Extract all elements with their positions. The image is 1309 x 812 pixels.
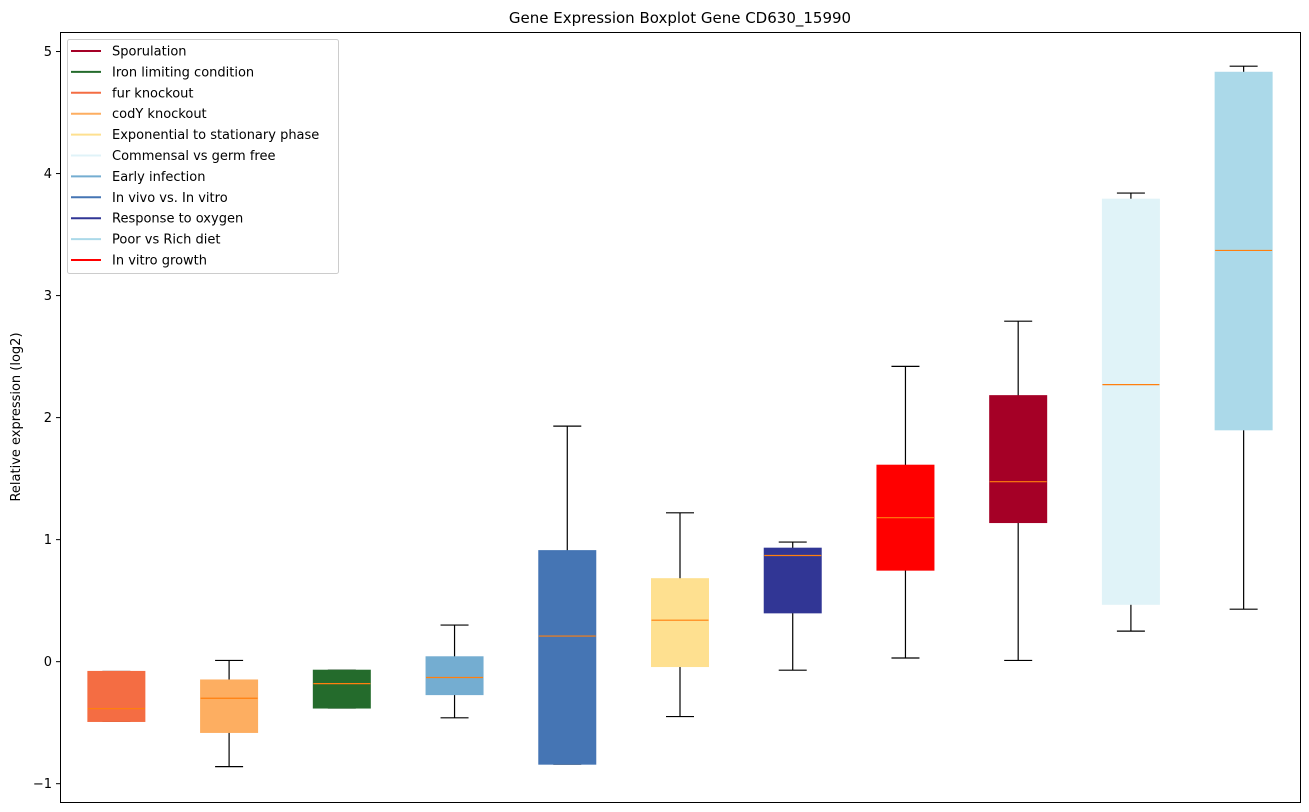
legend-label: fur knockout: [112, 86, 194, 101]
box-fur-knockout: [87, 670, 146, 723]
box-iron-limiting-condition: [312, 669, 371, 709]
legend-label: Exponential to stationary phase: [112, 128, 319, 143]
legend-label: In vivo vs. In vitro: [112, 191, 228, 206]
box-in-vivo-vs-in-vitro: [538, 425, 597, 765]
box-rect: [538, 550, 597, 765]
boxes: [87, 65, 1273, 768]
y-tick-label: 0: [44, 655, 52, 670]
legend-label: Early infection: [112, 170, 205, 185]
box-rect: [1101, 198, 1160, 605]
box-rect: [425, 656, 484, 696]
box-commensal-vs-germ-free: [1101, 192, 1160, 632]
box-in-vitro-growth: [876, 365, 935, 659]
box-poor-vs-rich-diet: [1214, 65, 1273, 610]
box-rect: [1214, 71, 1273, 431]
box-early-infection: [425, 624, 484, 719]
legend-label: Poor vs Rich diet: [112, 233, 220, 248]
chart-title: Gene Expression Boxplot Gene CD630_15990: [509, 9, 851, 28]
legend-label: Iron limiting condition: [112, 65, 254, 80]
box-response-to-oxygen: [763, 541, 822, 671]
y-tick-label: −1: [33, 777, 52, 792]
legend: Sporulation Iron limiting condition fur kn…: [67, 39, 339, 274]
legend-label: Commensal vs germ free: [112, 149, 275, 164]
y-ticks: −1 0 1 2 3 4 5: [33, 45, 60, 792]
box-rect: [312, 669, 371, 709]
legend-label: Response to oxygen: [112, 212, 243, 227]
box-exponential-to-stationary-phase: [651, 512, 709, 718]
box-rect: [989, 395, 1048, 524]
box-rect: [651, 578, 709, 668]
y-tick-label: 4: [44, 167, 52, 182]
y-tick-label: 3: [44, 289, 52, 304]
legend-frame: [67, 39, 339, 274]
y-axis-label: Relative expression (log2): [9, 332, 24, 501]
legend-label: Sporulation: [112, 45, 187, 60]
box-rect: [87, 670, 146, 722]
axes-frame: [60, 32, 1301, 803]
legend-label: In vitro growth: [112, 254, 207, 269]
box-sporulation: [989, 320, 1048, 662]
y-tick-label: 5: [44, 45, 52, 60]
box-cody-knockout: [200, 659, 259, 768]
box-rect: [763, 547, 822, 614]
box-rect: [200, 679, 259, 733]
legend-label: codY knockout: [112, 107, 207, 122]
y-tick-label: 2: [44, 411, 52, 426]
y-tick-label: 1: [44, 533, 52, 548]
